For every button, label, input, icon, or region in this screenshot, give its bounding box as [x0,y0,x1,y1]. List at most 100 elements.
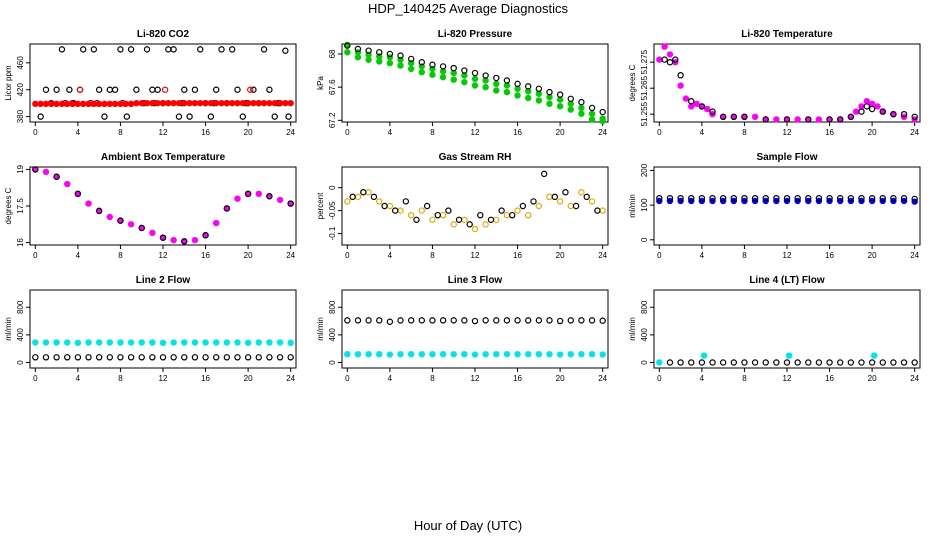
data-point [74,190,82,198]
data-point [871,352,878,359]
chart-title: Li-820 Pressure [438,29,513,40]
y-tick-label: 16 [16,238,25,247]
data-point [677,71,684,79]
data-point [677,359,684,366]
data-point [386,50,394,58]
data-point [42,354,50,361]
data-series [344,49,606,125]
x-tick-label: 24 [910,374,919,383]
x-tick-label: 24 [286,251,295,260]
data-point [879,359,886,366]
chart-panel: Li-820 Temperature 0 4 8 12 16 20 24 51.25551.26… [628,29,921,137]
data-point [493,350,500,358]
data-series [344,41,606,122]
data-point [455,216,463,223]
data-point [578,189,585,196]
data-point [700,352,708,359]
x-tick-label: 24 [286,128,295,137]
data-point [376,198,383,205]
data-point [392,207,399,214]
data-point [354,350,362,358]
data-point [85,100,92,108]
data-point [461,350,468,358]
y-tick-label: 51.255 [640,101,649,126]
data-point [191,99,199,107]
data-point [74,100,82,108]
data-point [450,317,457,324]
data-point [276,354,284,361]
data-point [58,46,66,53]
data-point [287,99,294,107]
data-point [365,47,372,54]
x-tick-label: 16 [825,251,834,260]
data-point [76,86,84,93]
data-point [815,116,823,123]
data-point [852,108,860,115]
data-point [53,173,60,180]
data-series [32,339,294,347]
data-point [37,100,44,108]
data-point [365,56,372,63]
chart-title: Line 2 Flow [136,275,191,286]
data-point [58,100,66,108]
data-point [159,354,167,361]
data-point [890,194,897,202]
data-point [656,56,663,63]
data-point [239,113,246,120]
data-point [159,234,167,241]
x-tick-label: 0 [345,251,350,260]
data-point [858,108,865,115]
data-point [376,49,383,56]
data-point [567,106,574,113]
x-tick-label: 24 [598,128,607,137]
data-point [74,354,82,361]
data-point [514,317,521,324]
data-point [154,99,161,107]
data-point [170,99,177,107]
data-point [677,194,684,202]
data-point [207,99,215,107]
data-point [149,99,156,107]
data-point [127,221,135,228]
data-point [197,99,204,107]
y-axis-label: degrees C [628,64,637,101]
data-point [397,52,404,59]
x-tick-label: 0 [33,374,38,383]
y-tick-label: 380 [16,109,25,123]
data-point [170,354,177,361]
data-point [111,100,119,108]
data-point [386,202,394,210]
y-axis-label: ml/min [316,317,325,341]
x-tick-label: 12 [783,374,792,383]
x-tick-label: 8 [742,251,747,260]
data-point [429,71,436,78]
data-point [911,359,918,366]
data-point [805,116,812,123]
data-point [191,236,199,244]
data-point [223,339,231,346]
data-point [461,78,468,86]
data-series [666,359,918,366]
data-point [344,49,351,56]
data-point [165,46,172,53]
data-point [255,339,262,346]
y-tick-label: 68 [328,49,337,58]
x-tick-label: 20 [244,128,253,137]
data-point [101,113,108,120]
data-point [751,194,759,202]
data-point [858,103,865,110]
data-point [562,189,569,196]
data-point [450,64,457,72]
data-point [276,196,284,204]
data-point [503,350,511,358]
chart-title: Line 3 Flow [448,275,503,286]
data-point [127,46,135,53]
data-point [95,100,103,108]
y-axis-label: degrees C [4,187,13,224]
data-point [106,86,114,93]
data-point [276,339,284,346]
data-point [106,339,114,346]
data-point [546,317,553,324]
data-point [578,317,585,324]
data-point [677,82,684,89]
